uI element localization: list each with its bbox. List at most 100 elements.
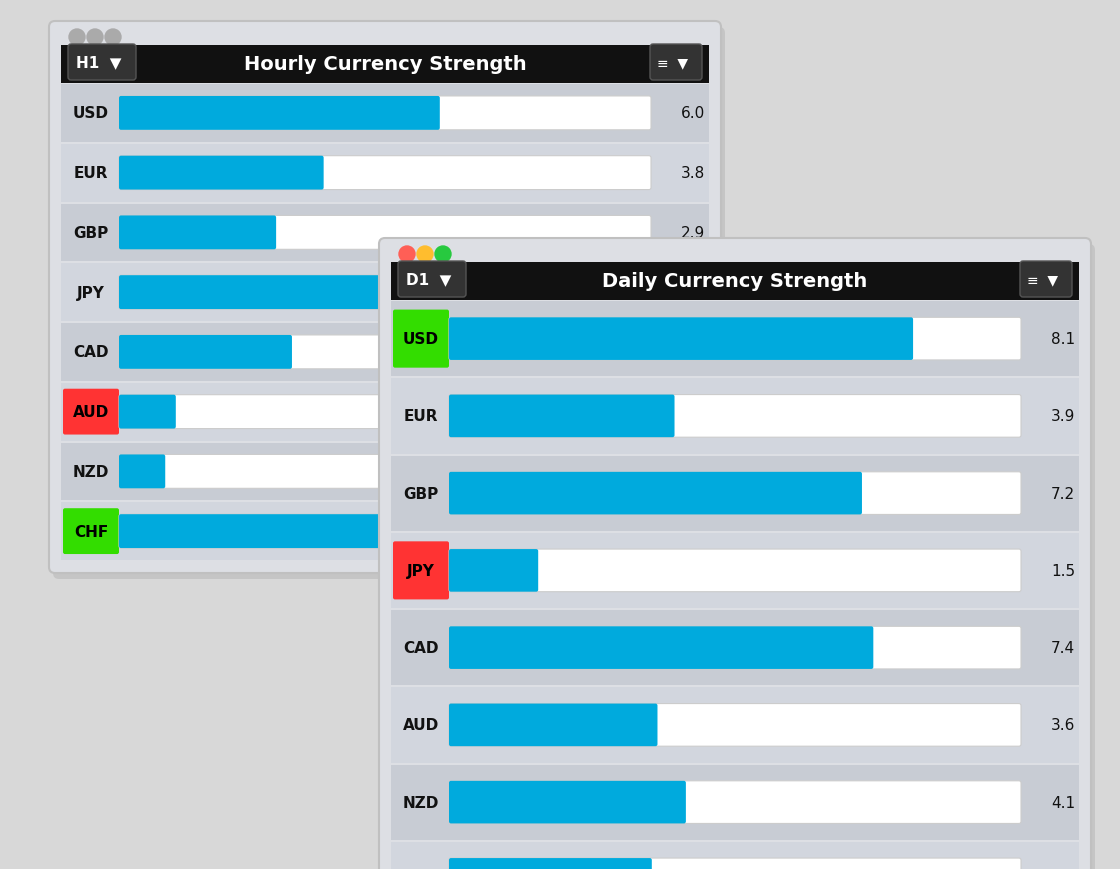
Text: USD: USD: [73, 106, 109, 122]
Text: 7.2: 7.2: [1051, 486, 1075, 501]
Bar: [60, 32, 709, 50]
FancyBboxPatch shape: [49, 22, 721, 574]
Text: D1  ▼: D1 ▼: [407, 272, 451, 287]
Bar: [60, 144, 709, 202]
Bar: [60, 443, 709, 501]
Bar: [391, 456, 1079, 531]
FancyBboxPatch shape: [449, 704, 1021, 746]
FancyBboxPatch shape: [449, 549, 539, 592]
Text: 3.9: 3.9: [1051, 409, 1075, 424]
FancyBboxPatch shape: [119, 395, 176, 429]
Text: CAD: CAD: [73, 345, 109, 360]
Text: 7.4: 7.4: [1051, 640, 1075, 655]
Bar: [391, 262, 1079, 301]
Bar: [391, 610, 1079, 686]
Text: 2.9: 2.9: [681, 226, 704, 241]
Text: ≡  ▼: ≡ ▼: [1027, 273, 1057, 287]
Text: Daily Currency Strength: Daily Currency Strength: [603, 272, 868, 291]
Text: Hourly Currency Strength: Hourly Currency Strength: [244, 56, 526, 75]
FancyBboxPatch shape: [119, 216, 277, 250]
FancyBboxPatch shape: [449, 858, 1021, 869]
FancyBboxPatch shape: [449, 472, 862, 514]
Bar: [60, 85, 709, 143]
Text: 3.6: 3.6: [1051, 718, 1075, 733]
FancyBboxPatch shape: [119, 335, 651, 369]
Circle shape: [105, 30, 121, 46]
FancyBboxPatch shape: [1020, 262, 1072, 298]
Text: 4.1: 4.1: [1051, 795, 1075, 810]
Bar: [391, 249, 1079, 267]
FancyBboxPatch shape: [119, 275, 572, 309]
FancyBboxPatch shape: [449, 704, 657, 746]
Bar: [391, 765, 1079, 839]
Text: 8.1: 8.1: [1051, 332, 1075, 347]
FancyBboxPatch shape: [449, 858, 652, 869]
FancyBboxPatch shape: [449, 627, 874, 669]
FancyBboxPatch shape: [449, 472, 1021, 514]
Text: 6.0: 6.0: [681, 106, 704, 122]
FancyBboxPatch shape: [449, 318, 913, 361]
Circle shape: [69, 30, 85, 46]
Text: EUR: EUR: [74, 166, 109, 181]
Text: NZD: NZD: [403, 795, 439, 810]
FancyBboxPatch shape: [393, 310, 449, 368]
FancyBboxPatch shape: [650, 45, 702, 81]
FancyBboxPatch shape: [449, 395, 1021, 438]
FancyBboxPatch shape: [119, 514, 651, 548]
Circle shape: [435, 247, 451, 262]
Circle shape: [87, 30, 103, 46]
FancyBboxPatch shape: [119, 156, 651, 190]
Bar: [60, 264, 709, 322]
Text: 3.8: 3.8: [681, 166, 704, 181]
FancyBboxPatch shape: [119, 395, 651, 429]
FancyBboxPatch shape: [449, 781, 685, 824]
FancyBboxPatch shape: [449, 395, 674, 438]
Bar: [391, 842, 1079, 869]
FancyBboxPatch shape: [119, 156, 324, 190]
FancyBboxPatch shape: [119, 335, 292, 369]
Bar: [60, 323, 709, 381]
FancyBboxPatch shape: [119, 216, 651, 250]
FancyBboxPatch shape: [119, 96, 651, 130]
FancyBboxPatch shape: [119, 454, 651, 488]
Circle shape: [417, 247, 433, 262]
Bar: [60, 204, 709, 262]
Text: USD: USD: [403, 332, 439, 347]
Bar: [391, 687, 1079, 763]
FancyBboxPatch shape: [393, 541, 449, 600]
Text: AUD: AUD: [73, 405, 109, 420]
Text: EUR: EUR: [403, 409, 438, 424]
FancyBboxPatch shape: [383, 245, 1095, 869]
FancyBboxPatch shape: [449, 627, 1021, 669]
Text: GBP: GBP: [74, 226, 109, 241]
Text: JPY: JPY: [77, 285, 105, 301]
Bar: [391, 379, 1079, 454]
FancyBboxPatch shape: [119, 96, 440, 130]
Bar: [60, 383, 709, 441]
Text: AUD: AUD: [403, 718, 439, 733]
FancyBboxPatch shape: [379, 239, 1091, 869]
Text: H1  ▼: H1 ▼: [76, 56, 122, 70]
Text: JPY: JPY: [407, 563, 435, 578]
Bar: [391, 302, 1079, 377]
Circle shape: [399, 247, 416, 262]
FancyBboxPatch shape: [68, 45, 136, 81]
Bar: [60, 46, 709, 84]
Bar: [60, 502, 709, 561]
Text: NZD: NZD: [73, 464, 109, 480]
Text: ≡  ▼: ≡ ▼: [656, 56, 688, 70]
FancyBboxPatch shape: [119, 275, 651, 309]
FancyBboxPatch shape: [449, 549, 1021, 592]
FancyBboxPatch shape: [63, 508, 119, 554]
FancyBboxPatch shape: [119, 454, 166, 488]
FancyBboxPatch shape: [63, 389, 119, 435]
FancyBboxPatch shape: [398, 262, 466, 298]
FancyBboxPatch shape: [449, 318, 1021, 361]
Text: GBP: GBP: [403, 486, 439, 501]
FancyBboxPatch shape: [53, 28, 725, 580]
Text: 1.5: 1.5: [1051, 563, 1075, 578]
Text: CHF: CHF: [74, 524, 109, 539]
Text: CAD: CAD: [403, 640, 439, 655]
FancyBboxPatch shape: [119, 514, 625, 548]
FancyBboxPatch shape: [449, 781, 1021, 824]
